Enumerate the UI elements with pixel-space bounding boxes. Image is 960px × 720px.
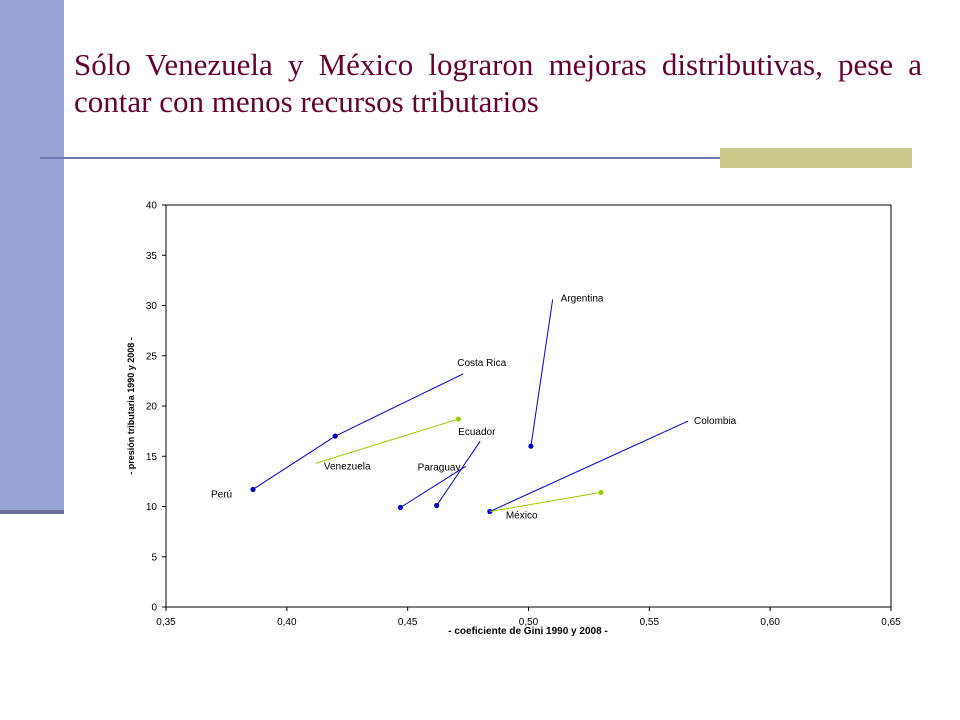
series-line xyxy=(530,299,554,447)
title-rule xyxy=(40,157,912,159)
slide-title: Sólo Venezuela y México lograron mejoras… xyxy=(74,47,922,119)
data-point xyxy=(455,416,462,422)
series-layer: Perú Costa Rica Venezuela Paraguay Ecuador Ar… xyxy=(211,293,737,521)
point-label: Colombia xyxy=(694,416,737,427)
x-tick-label: 0,40 xyxy=(277,617,297,628)
y-axis: 0 5 10 15 20 25 30 35 40 xyxy=(146,201,166,614)
sidebar-decoration xyxy=(0,0,64,512)
y-tick-label: 0 xyxy=(151,603,157,614)
x-tick-label: 0,50 xyxy=(519,617,539,628)
x-axis: 0,35 0,40 0,45 0,50 0,55 0,60 0,65 xyxy=(156,607,901,628)
y-tick-label: 10 xyxy=(146,502,158,513)
accent-block xyxy=(720,148,912,168)
series-7: México xyxy=(489,489,604,522)
point-label: Perú xyxy=(211,489,232,500)
series-line xyxy=(315,418,459,464)
y-axis-label: - presión tributaria 1990 y 2008 - xyxy=(126,337,136,475)
series-6: Colombia xyxy=(487,416,737,515)
data-point xyxy=(528,443,534,449)
data-point xyxy=(397,504,404,511)
x-tick-label: 0,55 xyxy=(640,617,660,628)
point-label: Argentina xyxy=(561,293,604,304)
series-line xyxy=(252,435,336,490)
data-point xyxy=(487,508,493,515)
y-tick-label: 5 xyxy=(151,552,157,563)
y-tick-label: 40 xyxy=(146,201,158,212)
y-tick-label: 20 xyxy=(146,402,158,413)
y-tick-label: 30 xyxy=(146,301,158,312)
series-4: Ecuador xyxy=(434,427,496,509)
x-tick-label: 0,35 xyxy=(156,617,176,628)
x-tick-label: 0,65 xyxy=(881,617,901,628)
point-label: Paraguay xyxy=(418,462,461,473)
data-point xyxy=(434,502,440,509)
series-1: Costa Rica xyxy=(332,358,507,439)
y-tick-label: 35 xyxy=(146,251,158,262)
point-label: Ecuador xyxy=(458,427,496,438)
series-0: Perú xyxy=(211,435,336,500)
series-line xyxy=(436,440,481,506)
data-point xyxy=(332,433,338,439)
point-label: México xyxy=(506,511,538,522)
x-tick-label: 0,60 xyxy=(760,617,780,628)
series-3: Paraguay xyxy=(397,462,466,511)
sidebar-shadow xyxy=(0,510,64,514)
data-point xyxy=(250,486,256,493)
y-tick-label: 25 xyxy=(146,351,158,362)
series-5: Argentina xyxy=(528,293,604,449)
series-line xyxy=(489,420,689,512)
x-axis-label: - coeficiente de Gini 1990 y 2008 - xyxy=(448,626,608,637)
series-2: Venezuela xyxy=(315,416,462,472)
point-label: Venezuela xyxy=(324,461,371,472)
plot-frame xyxy=(165,204,892,608)
series-line xyxy=(400,465,466,508)
series-line xyxy=(489,491,602,513)
y-tick-label: 15 xyxy=(146,452,158,463)
point-label: Costa Rica xyxy=(457,358,506,369)
data-point xyxy=(598,489,604,496)
x-tick-label: 0,45 xyxy=(398,617,418,628)
series-line xyxy=(334,373,464,437)
